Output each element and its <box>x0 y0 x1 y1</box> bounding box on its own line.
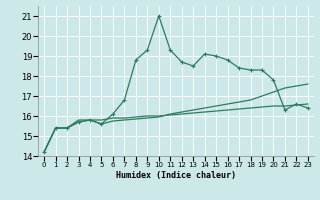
X-axis label: Humidex (Indice chaleur): Humidex (Indice chaleur) <box>116 171 236 180</box>
